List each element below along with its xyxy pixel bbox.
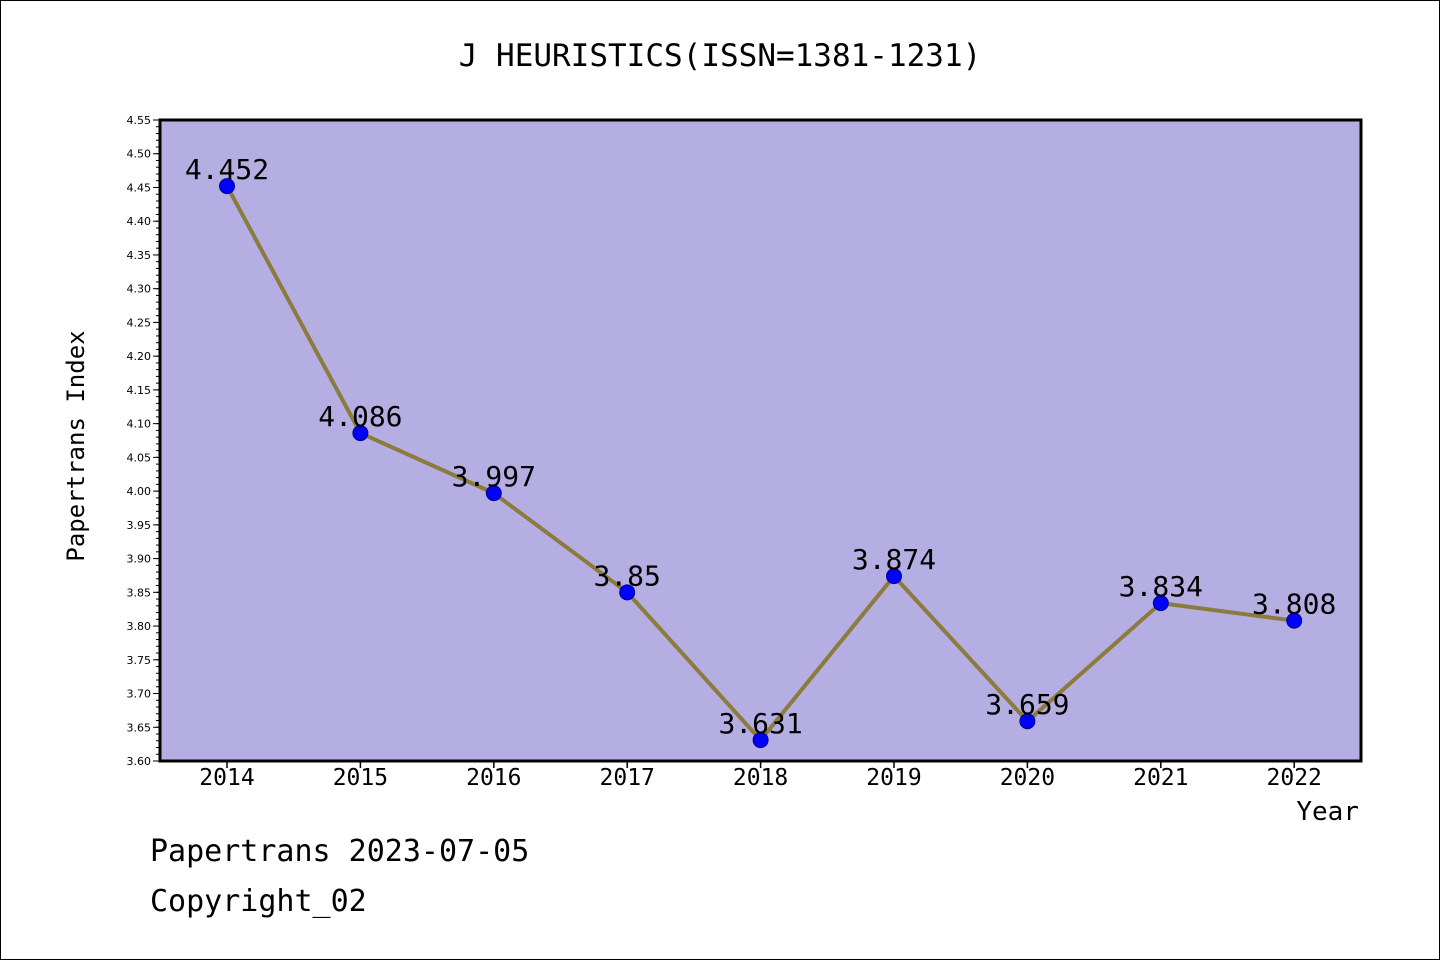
- y-tick-label: 3.95: [127, 519, 152, 532]
- plot-area: [158, 118, 1363, 763]
- data-label: 3.659: [985, 688, 1069, 721]
- data-label: 3.808: [1252, 588, 1336, 621]
- y-tick-label: 4.45: [127, 181, 152, 194]
- y-tick-label: 3.70: [127, 688, 152, 701]
- x-tick-label: 2019: [866, 765, 921, 791]
- chart-title: J HEURISTICS(ISSN=1381-1231): [459, 38, 982, 74]
- data-point: [219, 178, 235, 195]
- series-papertrans-index: [219, 178, 1303, 749]
- x-tick-label: 2017: [600, 765, 655, 791]
- y-axis-label: Papertrans Index: [62, 330, 90, 561]
- data-label: 4.452: [185, 153, 269, 186]
- y-tick-label: 4.15: [127, 384, 152, 397]
- x-tick-label: 2022: [1267, 765, 1322, 791]
- x-tick-label: 2016: [466, 765, 521, 791]
- y-tick-label: 3.85: [127, 586, 152, 599]
- y-tick-label: 4.30: [127, 283, 152, 296]
- data-label: 3.834: [1119, 570, 1203, 603]
- y-tick-label: 4.10: [127, 418, 152, 431]
- footer-date: Papertrans 2023-07-05: [150, 834, 530, 869]
- x-axis: 2014 2015 2016 2017 2018 2019 2020 2021 2022: [199, 761, 1322, 791]
- data-point: [886, 568, 902, 585]
- x-tick-label: 2021: [1133, 765, 1188, 791]
- x-tick-label: 2014: [199, 765, 254, 791]
- data-point: [752, 732, 769, 749]
- y-tick-label: 3.90: [127, 553, 152, 566]
- y-tick-label: 4.55: [127, 114, 152, 127]
- data-label: 3.874: [852, 543, 936, 576]
- x-tick-label: 2015: [333, 765, 388, 791]
- y-tick-label: 4.40: [127, 215, 152, 228]
- y-tick-label: 4.35: [127, 249, 152, 262]
- y-tick-label: 4.50: [127, 148, 152, 161]
- y-tick-label: 3.80: [127, 620, 152, 633]
- y-axis: 3.60 3.65 3.70 3.75 3.80 3.85 3.90 3.95 4.00 4.05…: [127, 114, 160, 768]
- y-tick-label: 4.05: [127, 451, 152, 464]
- data-label: 3.85: [593, 559, 660, 592]
- y-tick-label: 4.00: [127, 485, 152, 498]
- data-point: [352, 425, 369, 442]
- y-tick-label: 3.75: [127, 654, 152, 667]
- y-tick-label: 3.60: [127, 755, 152, 768]
- data-point: [1286, 612, 1303, 629]
- data-label: 4.086: [318, 400, 402, 433]
- data-point: [1152, 595, 1169, 612]
- data-point: [619, 584, 636, 601]
- y-tick-label: 4.25: [127, 316, 152, 329]
- data-point: [1019, 713, 1036, 730]
- y-tick-label: 3.65: [127, 721, 152, 734]
- data-labels: 4.452 4.086 3.997 3.85 3.631 3.874 3.659 3.834 3…: [185, 153, 1336, 740]
- data-label: 3.997: [452, 460, 536, 493]
- x-tick-label: 2020: [1000, 765, 1055, 791]
- x-axis-label: Year: [1296, 797, 1359, 827]
- footer-copyright: Copyright_02: [150, 884, 367, 919]
- y-tick-label: 4.20: [127, 350, 152, 363]
- data-label: 3.631: [718, 707, 802, 740]
- x-tick-label: 2018: [733, 765, 788, 791]
- data-point: [485, 485, 502, 502]
